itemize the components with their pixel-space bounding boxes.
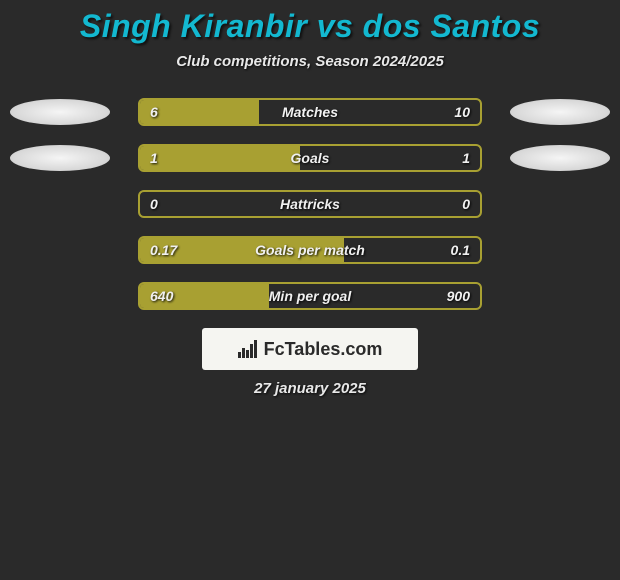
stat-row: 1 1 Goals — [0, 144, 620, 172]
stat-bar: 640 900 Min per goal — [138, 282, 482, 310]
stat-value-right: 0.1 — [451, 242, 470, 258]
stat-label: Goals — [291, 150, 330, 166]
stat-value-right: 0 — [462, 196, 470, 212]
stat-row: 6 10 Matches — [0, 98, 620, 126]
stat-row: 640 900 Min per goal — [0, 282, 620, 310]
stat-bar: 1 1 Goals — [138, 144, 482, 172]
stat-value-left: 0.17 — [150, 242, 177, 258]
stat-value-right: 900 — [447, 288, 470, 304]
stat-bar: 0 0 Hattricks — [138, 190, 482, 218]
stats-list: 6 10 Matches 1 1 Goals 0 0 Hattricks 0.17 0.1 Goals… — [0, 98, 620, 310]
stat-value-left: 6 — [150, 104, 158, 120]
comparison-infographic: Singh Kiranbir vs dos Santos Club compet… — [0, 0, 620, 397]
bar-fill-left — [140, 146, 300, 170]
stat-bar: 0.17 0.1 Goals per match — [138, 236, 482, 264]
stat-value-left: 1 — [150, 150, 158, 166]
subtitle: Club competitions, Season 2024/2025 — [0, 53, 620, 70]
player-avatar-left — [10, 99, 110, 125]
stat-row: 0.17 0.1 Goals per match — [0, 236, 620, 264]
stat-value-left: 0 — [150, 196, 158, 212]
player-avatar-right — [510, 145, 610, 171]
chart-icon — [238, 340, 260, 358]
player-avatar-right — [510, 99, 610, 125]
logo-badge: FcTables.com — [202, 328, 418, 370]
stat-bar: 6 10 Matches — [138, 98, 482, 126]
logo-text: FcTables.com — [264, 339, 383, 360]
player-avatar-left — [10, 145, 110, 171]
page-title: Singh Kiranbir vs dos Santos — [0, 8, 620, 45]
stat-value-right: 10 — [454, 104, 470, 120]
date-label: 27 january 2025 — [0, 380, 620, 397]
stat-value-right: 1 — [462, 150, 470, 166]
stat-label: Goals per match — [255, 242, 365, 258]
stat-value-left: 640 — [150, 288, 173, 304]
stat-label: Min per goal — [269, 288, 351, 304]
stat-row: 0 0 Hattricks — [0, 190, 620, 218]
stat-label: Hattricks — [280, 196, 340, 212]
stat-label: Matches — [282, 104, 338, 120]
